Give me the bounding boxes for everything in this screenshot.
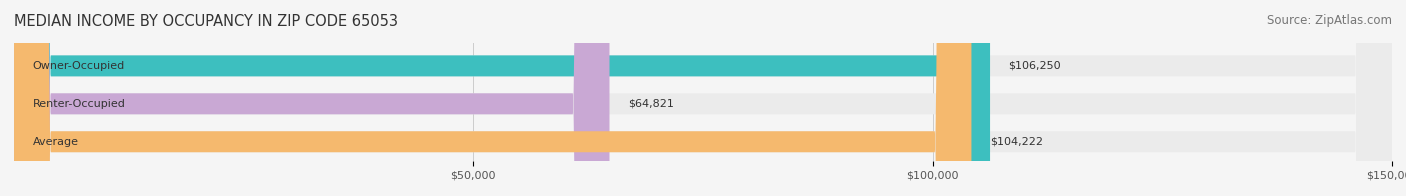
FancyBboxPatch shape <box>14 0 1392 196</box>
FancyBboxPatch shape <box>14 0 1392 196</box>
Text: Owner-Occupied: Owner-Occupied <box>32 61 125 71</box>
Text: $64,821: $64,821 <box>628 99 673 109</box>
Text: Source: ZipAtlas.com: Source: ZipAtlas.com <box>1267 14 1392 27</box>
Text: Renter-Occupied: Renter-Occupied <box>32 99 125 109</box>
Text: Average: Average <box>32 137 79 147</box>
FancyBboxPatch shape <box>14 0 1392 196</box>
Text: MEDIAN INCOME BY OCCUPANCY IN ZIP CODE 65053: MEDIAN INCOME BY OCCUPANCY IN ZIP CODE 6… <box>14 14 398 29</box>
FancyBboxPatch shape <box>14 0 972 196</box>
Text: $106,250: $106,250 <box>1008 61 1062 71</box>
FancyBboxPatch shape <box>14 0 990 196</box>
Text: $104,222: $104,222 <box>990 137 1043 147</box>
FancyBboxPatch shape <box>14 0 609 196</box>
